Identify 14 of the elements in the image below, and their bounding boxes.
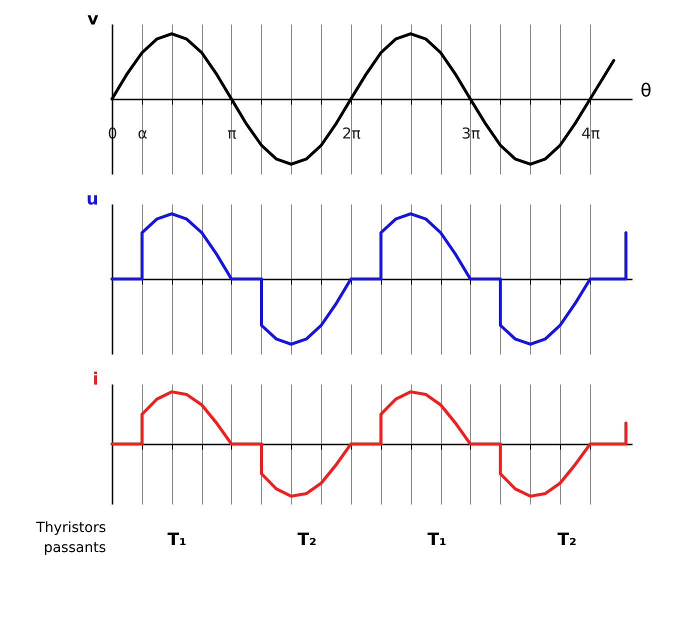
text: T₁ — [427, 530, 447, 550]
text: T₂ — [297, 530, 317, 550]
y-axis-title: i — [92, 370, 98, 390]
text: T₁ — [167, 530, 187, 550]
x-tick-label: 4π — [581, 124, 600, 142]
y-axis-title: v — [87, 10, 98, 30]
y-axis-title: u — [86, 190, 98, 210]
x-tick-label: 3π — [462, 124, 480, 142]
x-axis-title: θ — [640, 80, 652, 102]
x-tick-label: α — [138, 124, 148, 142]
x-tick-label: 2π — [342, 124, 361, 142]
x-tick-label: π — [227, 124, 236, 142]
text: T₂ — [557, 530, 577, 550]
text: Thyristors passants — [35, 520, 106, 556]
